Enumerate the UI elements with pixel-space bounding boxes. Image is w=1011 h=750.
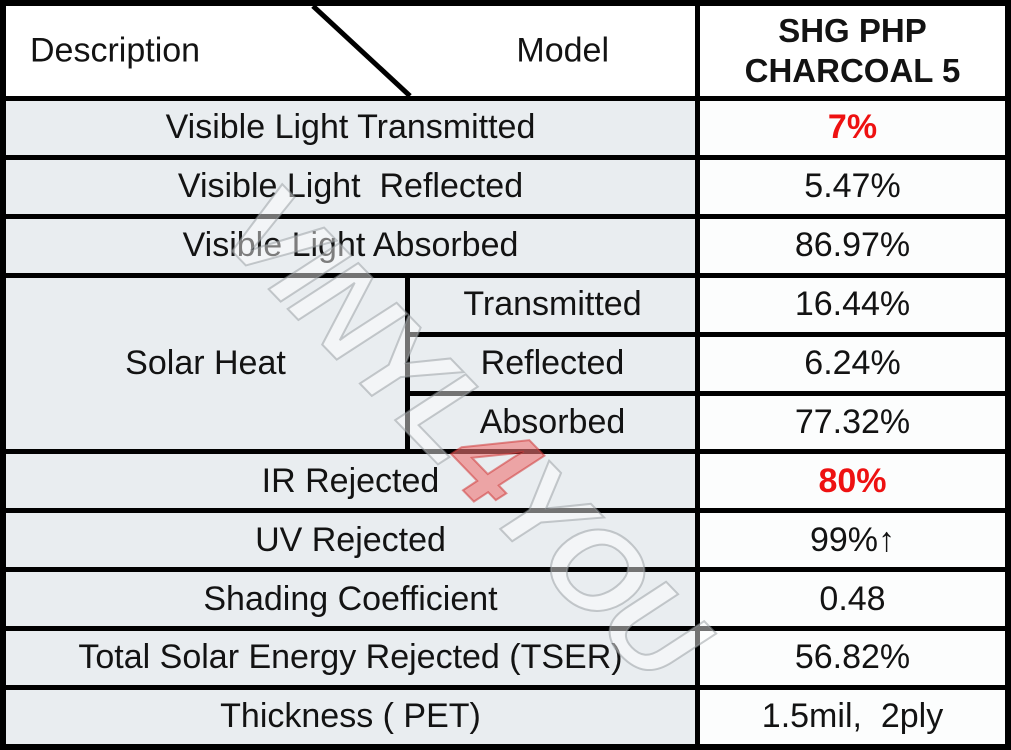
row-value-visible-light-reflected: 5.47% [700,159,1005,214]
row-value-visible-light-transmitted: 7% [700,101,1005,155]
row-label-visible-light-reflected: Visible Light Reflected [6,159,695,214]
row-value-thickness: 1.5mil, 2ply [700,690,1005,744]
row-value-uv-rejected: 99%↑ [700,513,1005,568]
row-label-visible-light-absorbed: Visible Light Absorbed [6,218,695,273]
model-name-line2: CHARCOAL 5 [744,52,961,89]
row-label-shading-coefficient: Shading Coefficient [6,572,695,627]
description-header-label: Description [30,31,201,70]
model-header-label: Model [516,31,609,70]
row-value-solar-heat-transmitted: 16.44% [700,277,1005,332]
row-value-visible-light-absorbed: 86.97% [700,218,1005,273]
row-label-solar-heat: Solar Heat [6,277,405,450]
row-label-visible-light-transmitted: Visible Light Transmitted [6,101,695,155]
row-label-thickness: Thickness ( PET) [6,690,695,744]
row-label-solar-heat-reflected: Reflected [410,336,695,391]
diagonal-divider-line [311,6,412,96]
row-label-solar-heat-transmitted: Transmitted [410,277,695,332]
row-label-ir-rejected: IR Rejected [6,454,695,509]
row-label-uv-rejected: UV Rejected [6,513,695,568]
row-label-solar-heat-absorbed: Absorbed [410,395,695,450]
row-value-solar-heat-absorbed: 77.32% [700,395,1005,450]
row-value-ir-rejected: 80% [700,454,1005,509]
row-value-shading-coefficient: 0.48 [700,572,1005,627]
model-name-line1: SHG PHP [778,12,927,49]
header-description-model-cell: Description Model [6,6,695,96]
row-value-tser: 56.82% [700,631,1005,686]
row-label-tser: Total Solar Energy Rejected (TSER) [6,631,695,686]
row-value-solar-heat-reflected: 6.24% [700,336,1005,391]
model-name-cell: SHG PHP CHARCOAL 5 [700,6,1005,96]
